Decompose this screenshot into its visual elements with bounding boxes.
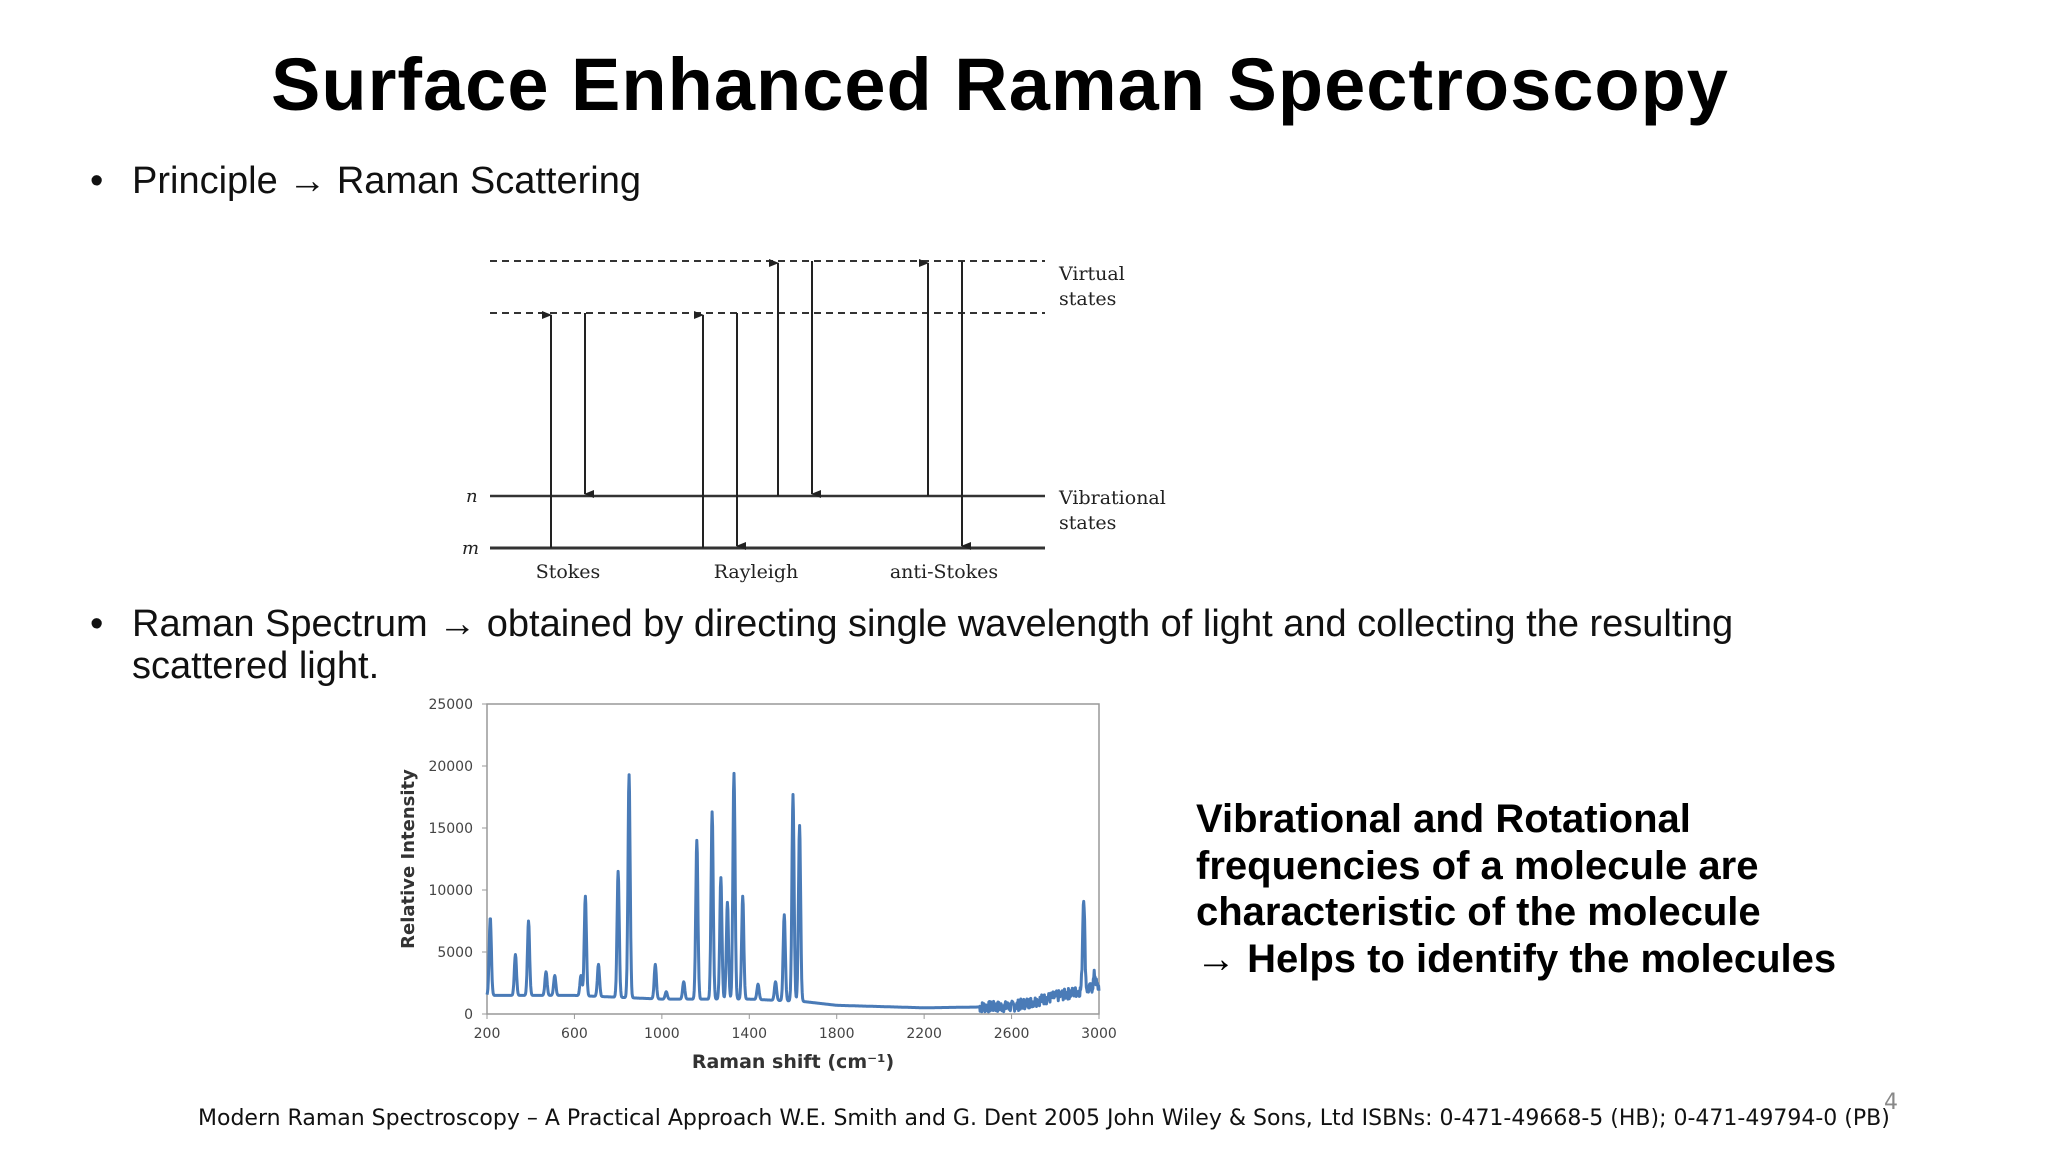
slide-title: Surface Enhanced Raman Spectroscopy [271,43,1729,126]
page-number: 4 [1884,1090,1898,1115]
citation-footnote: Modern Raman Spectroscopy – A Practical … [198,1106,1890,1131]
x-tick-label: 1400 [731,1026,767,1042]
callout-text: Vibrational and Rotational frequencies o… [1196,796,1956,982]
anti-stokes-label: anti-Stokes [890,561,998,583]
x-tick-label: 2200 [906,1026,942,1042]
y-tick-label: 0 [464,1007,473,1023]
y-tick-label: 20000 [428,759,473,775]
virtual-states-label-1: Virtual [1058,263,1125,285]
callout-line-2: frequencies of a molecule are [1196,843,1759,888]
vibrational-states-label-2: states [1059,512,1116,534]
callout-line-3: characteristic of the molecule [1196,890,1761,934]
level-n-label: n [466,486,478,507]
raman-spectrum-chart: 200 600 1000 1400 1800 2200 2600 3000 0 5000 10000… [398,697,1117,1073]
x-tick-label: 3000 [1081,1026,1117,1042]
y-tick-label: 5000 [437,945,473,961]
x-tick-label: 200 [474,1026,501,1042]
y-tick-label: 10000 [428,883,473,899]
virtual-states-label-2: states [1059,288,1116,310]
x-tick-label: 1000 [644,1026,680,1042]
raman-scattering-diagram: Virtual states Vibrational states n m St… [462,259,1166,583]
vibrational-states-label-1: Vibrational [1058,487,1166,509]
bullet-principle: • Principle → Raman Scattering [90,160,1090,210]
y-axis-label: Relative Intensity [398,769,419,949]
level-m-label: m [462,538,479,559]
x-tick-label: 2600 [994,1026,1030,1042]
rayleigh-label: Rayleigh [714,561,799,583]
callout-line-4: → Helps to identify the molecules [1196,936,1837,981]
plot-frame [486,703,1100,1015]
x-axis-label: Raman shift (cm⁻¹) [692,1051,894,1073]
spectrum-line [485,771,1101,1014]
callout-line-1: Vibrational and Rotational [1196,797,1691,841]
x-tick-label: 1800 [819,1026,855,1042]
bullet-raman-spectrum-line2: scattered light. [132,645,380,687]
bullet-raman-spectrum: • Raman Spectrum → obtained by directing… [90,603,1890,693]
bullet-raman-spectrum-line1: Raman Spectrum → obtained by directing s… [132,603,1734,645]
y-tick-label: 25000 [428,697,473,713]
bullet-dot: • [90,160,104,202]
bullet-principle-text: Principle → Raman Scattering [132,160,641,202]
bullet-dot: • [90,603,104,645]
stokes-label: Stokes [536,561,601,583]
x-tick-label: 600 [561,1026,588,1042]
y-tick-label: 15000 [428,821,473,837]
